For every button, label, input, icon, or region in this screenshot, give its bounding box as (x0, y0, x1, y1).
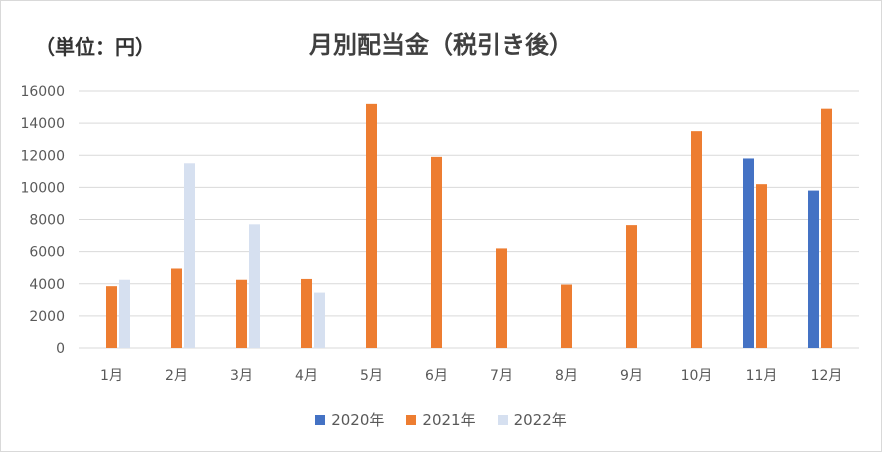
legend-swatch-2021 (406, 414, 417, 425)
legend-item-2021: 2021年 (406, 409, 476, 430)
x-tick-label: 8月 (555, 368, 578, 384)
y-tick-label: 8000 (29, 213, 65, 229)
bar-2021年-4月 (301, 278, 312, 348)
bar-2022年-2月 (184, 163, 195, 348)
legend-item-2022: 2022年 (497, 409, 567, 430)
bar-2020年-11月 (743, 158, 754, 348)
y-tick-label: 6000 (29, 245, 65, 261)
bar-2021年-12月 (821, 108, 832, 348)
chart-title: 月別配当金（税引き後） (309, 31, 573, 59)
legend-swatch-2022 (497, 414, 508, 425)
x-tick-label: 4月 (295, 368, 318, 384)
bar-2021年-10月 (691, 131, 702, 348)
x-tick-label: 1月 (100, 368, 123, 384)
x-tick-label: 5月 (360, 368, 383, 384)
y-tick-label: 10000 (20, 180, 65, 196)
x-tick-label: 11月 (746, 368, 778, 384)
x-tick-label: 12月 (811, 368, 843, 384)
legend-label-2022: 2022年 (513, 411, 567, 429)
x-tick-label: 10月 (681, 368, 713, 384)
x-tick-label: 2月 (165, 368, 188, 384)
y-tick-label: 12000 (20, 148, 65, 164)
plot-area: 0 2000 4000 6000 8000 10000 12000 14000 16000 1月 2… (20, 84, 859, 384)
legend-item-2020: 2020年 (315, 409, 384, 430)
bar-2022年-4月 (314, 292, 325, 348)
bar-2021年-6月 (431, 156, 442, 348)
unit-label: （単位：円） (35, 35, 155, 59)
bar-2022年-1月 (119, 279, 130, 348)
y-tick-label: 16000 (20, 84, 65, 100)
x-tick-label: 9月 (620, 368, 643, 384)
bar-2022年-3月 (249, 224, 260, 348)
legend-label-2021: 2021年 (422, 411, 476, 429)
x-tick-label: 6月 (425, 368, 448, 384)
legend: 2020年 2021年 2022年 (1, 409, 881, 430)
legend-swatch-2020 (315, 414, 326, 425)
y-tick-label: 4000 (29, 277, 65, 293)
bar-2021年-8月 (561, 284, 572, 348)
y-tick-label: 0 (56, 341, 65, 357)
bar-2021年-5月 (366, 103, 377, 348)
bar-2021年-7月 (496, 248, 507, 348)
bar-2020年-12月 (808, 190, 819, 348)
bar-2021年-9月 (626, 225, 637, 348)
y-tick-label: 14000 (20, 116, 65, 132)
bar-2021年-2月 (171, 268, 182, 348)
y-tick-label: 2000 (29, 309, 65, 325)
bar-2021年-3月 (236, 279, 247, 348)
x-tick-label: 3月 (230, 368, 253, 384)
bar-2021年-11月 (756, 184, 767, 348)
x-tick-label: 7月 (490, 368, 513, 384)
bar-2021年-1月 (106, 286, 117, 348)
legend-label-2020: 2020年 (331, 411, 385, 429)
